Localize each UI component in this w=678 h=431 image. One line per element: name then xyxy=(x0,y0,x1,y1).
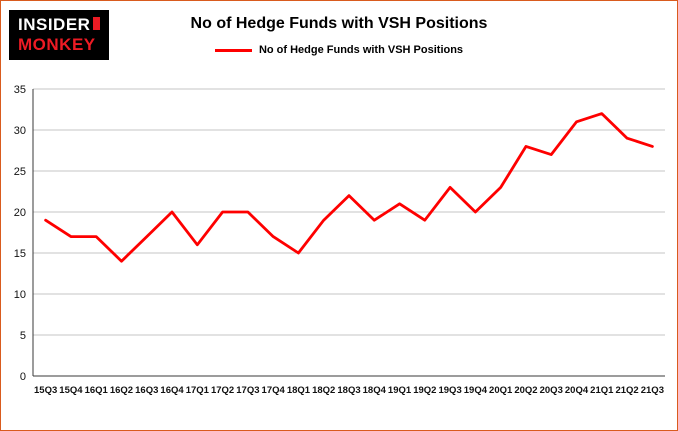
y-tick-label: 10 xyxy=(14,289,26,301)
logo-cursor-icon xyxy=(93,17,101,30)
legend-line-swatch xyxy=(214,48,252,52)
x-tick-label: 16Q2 xyxy=(110,385,133,396)
x-tick-label: 17Q3 xyxy=(236,385,259,396)
x-tick-label: 15Q3 xyxy=(34,385,57,396)
x-tick-label: 16Q3 xyxy=(135,385,158,396)
logo-monkey-text: MONKEY xyxy=(18,34,96,54)
legend: No of Hedge Funds with VSH Positions xyxy=(214,44,464,56)
x-tick-label: 20Q1 xyxy=(489,385,513,396)
insider-monkey-logo: INSIDER MONKEY xyxy=(9,10,110,61)
legend-label: No of Hedge Funds with VSH Positions xyxy=(258,44,464,56)
x-tick-label: 16Q1 xyxy=(85,385,109,396)
x-tick-label: 21Q3 xyxy=(641,385,664,396)
y-tick-label: 0 xyxy=(20,371,26,383)
series-line xyxy=(44,112,654,263)
x-tick-label: 18Q2 xyxy=(312,385,335,396)
x-tick-label: 19Q2 xyxy=(413,385,436,396)
x-tick-label: 20Q3 xyxy=(540,385,563,396)
x-tick-label: 18Q1 xyxy=(287,385,311,396)
x-tick-label: 17Q1 xyxy=(186,385,210,396)
x-tick-label: 15Q4 xyxy=(59,385,83,396)
x-tick-label: 17Q4 xyxy=(262,385,286,396)
x-tick-label: 19Q4 xyxy=(464,385,488,396)
y-tick-label: 25 xyxy=(14,166,26,178)
x-tick-label: 18Q4 xyxy=(363,385,387,396)
x-tick-label: 21Q1 xyxy=(590,385,614,396)
x-tick-label: 20Q2 xyxy=(514,385,537,396)
x-tick-label: 21Q2 xyxy=(615,385,638,396)
y-tick-label: 35 xyxy=(14,84,26,96)
y-tick-label: 30 xyxy=(14,125,26,137)
x-tick-label: 19Q1 xyxy=(388,385,412,396)
logo-insider-label: INSIDER xyxy=(18,15,91,34)
logo-insider-text: INSIDER xyxy=(18,15,101,35)
y-tick-label: 5 xyxy=(20,330,26,342)
x-tick-label: 20Q4 xyxy=(565,385,589,396)
y-tick-label: 15 xyxy=(14,248,26,260)
x-tick-label: 19Q3 xyxy=(438,385,461,396)
x-tick-label: 16Q4 xyxy=(160,385,184,396)
x-tick-label: 18Q3 xyxy=(337,385,360,396)
x-tick-label: 17Q2 xyxy=(211,385,234,396)
y-tick-label: 20 xyxy=(14,207,26,219)
